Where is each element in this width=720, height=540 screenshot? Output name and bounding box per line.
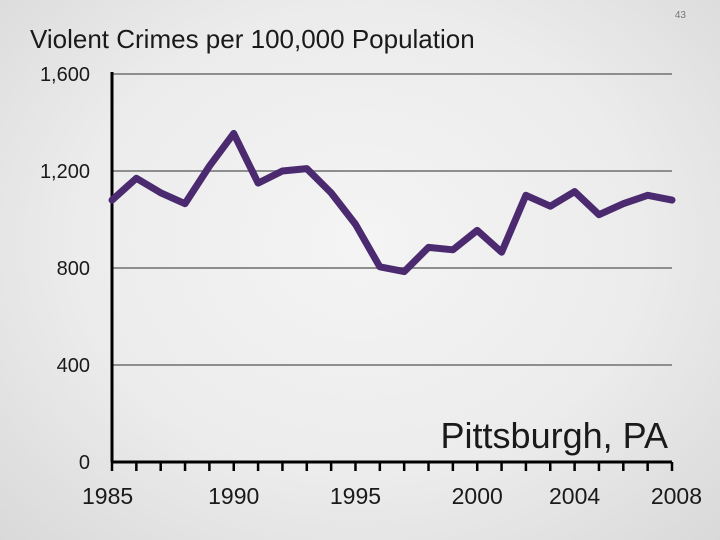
data-point [401,268,408,275]
data-point [157,189,164,196]
data-point [474,227,481,234]
data-point [571,188,578,195]
gridlines [112,73,672,366]
slide-number: 43 [674,10,686,21]
data-point [449,246,456,253]
data-point [133,175,140,182]
data-point [352,221,359,228]
y-tick-label: 1,200 [40,161,90,183]
data-point [109,197,115,204]
data-point [376,263,383,270]
data-point [522,192,529,199]
x-axis-ticks: 1985 1990 1995 2000 2004 2008 [82,483,702,509]
data-point [669,197,675,204]
data-point [279,168,286,174]
data-point [182,200,189,207]
chart-title: Violent Crimes per 100,000 Population [30,24,475,54]
data-point [255,180,262,187]
data-point [595,211,602,218]
x-tick-label: 1990 [208,483,259,509]
x-tick-label: 2000 [452,483,503,509]
y-tick-label: 800 [57,258,90,280]
y-tick-label: 0 [79,452,90,474]
x-tick-label: 2008 [651,483,702,509]
data-point [206,163,213,170]
data-point [644,192,651,199]
data-point [547,203,554,210]
y-tick-label: 400 [57,355,90,377]
x-tick-label: 2004 [549,483,600,509]
x-tick-label: 1985 [82,483,133,509]
data-point [303,165,310,172]
series-line [108,129,676,276]
chart-annotation-location: Pittsburgh, PA [441,415,668,456]
axes [110,72,674,471]
data-point [328,189,335,196]
data-point [498,249,505,256]
data-point [230,130,237,137]
series [108,129,676,276]
y-axis-ticks: 0 400 800 1,200 1,600 [40,64,90,474]
x-tick-label: 1995 [330,483,381,509]
data-point [425,244,432,251]
data-point [620,200,627,207]
y-tick-label: 1,600 [40,64,90,86]
